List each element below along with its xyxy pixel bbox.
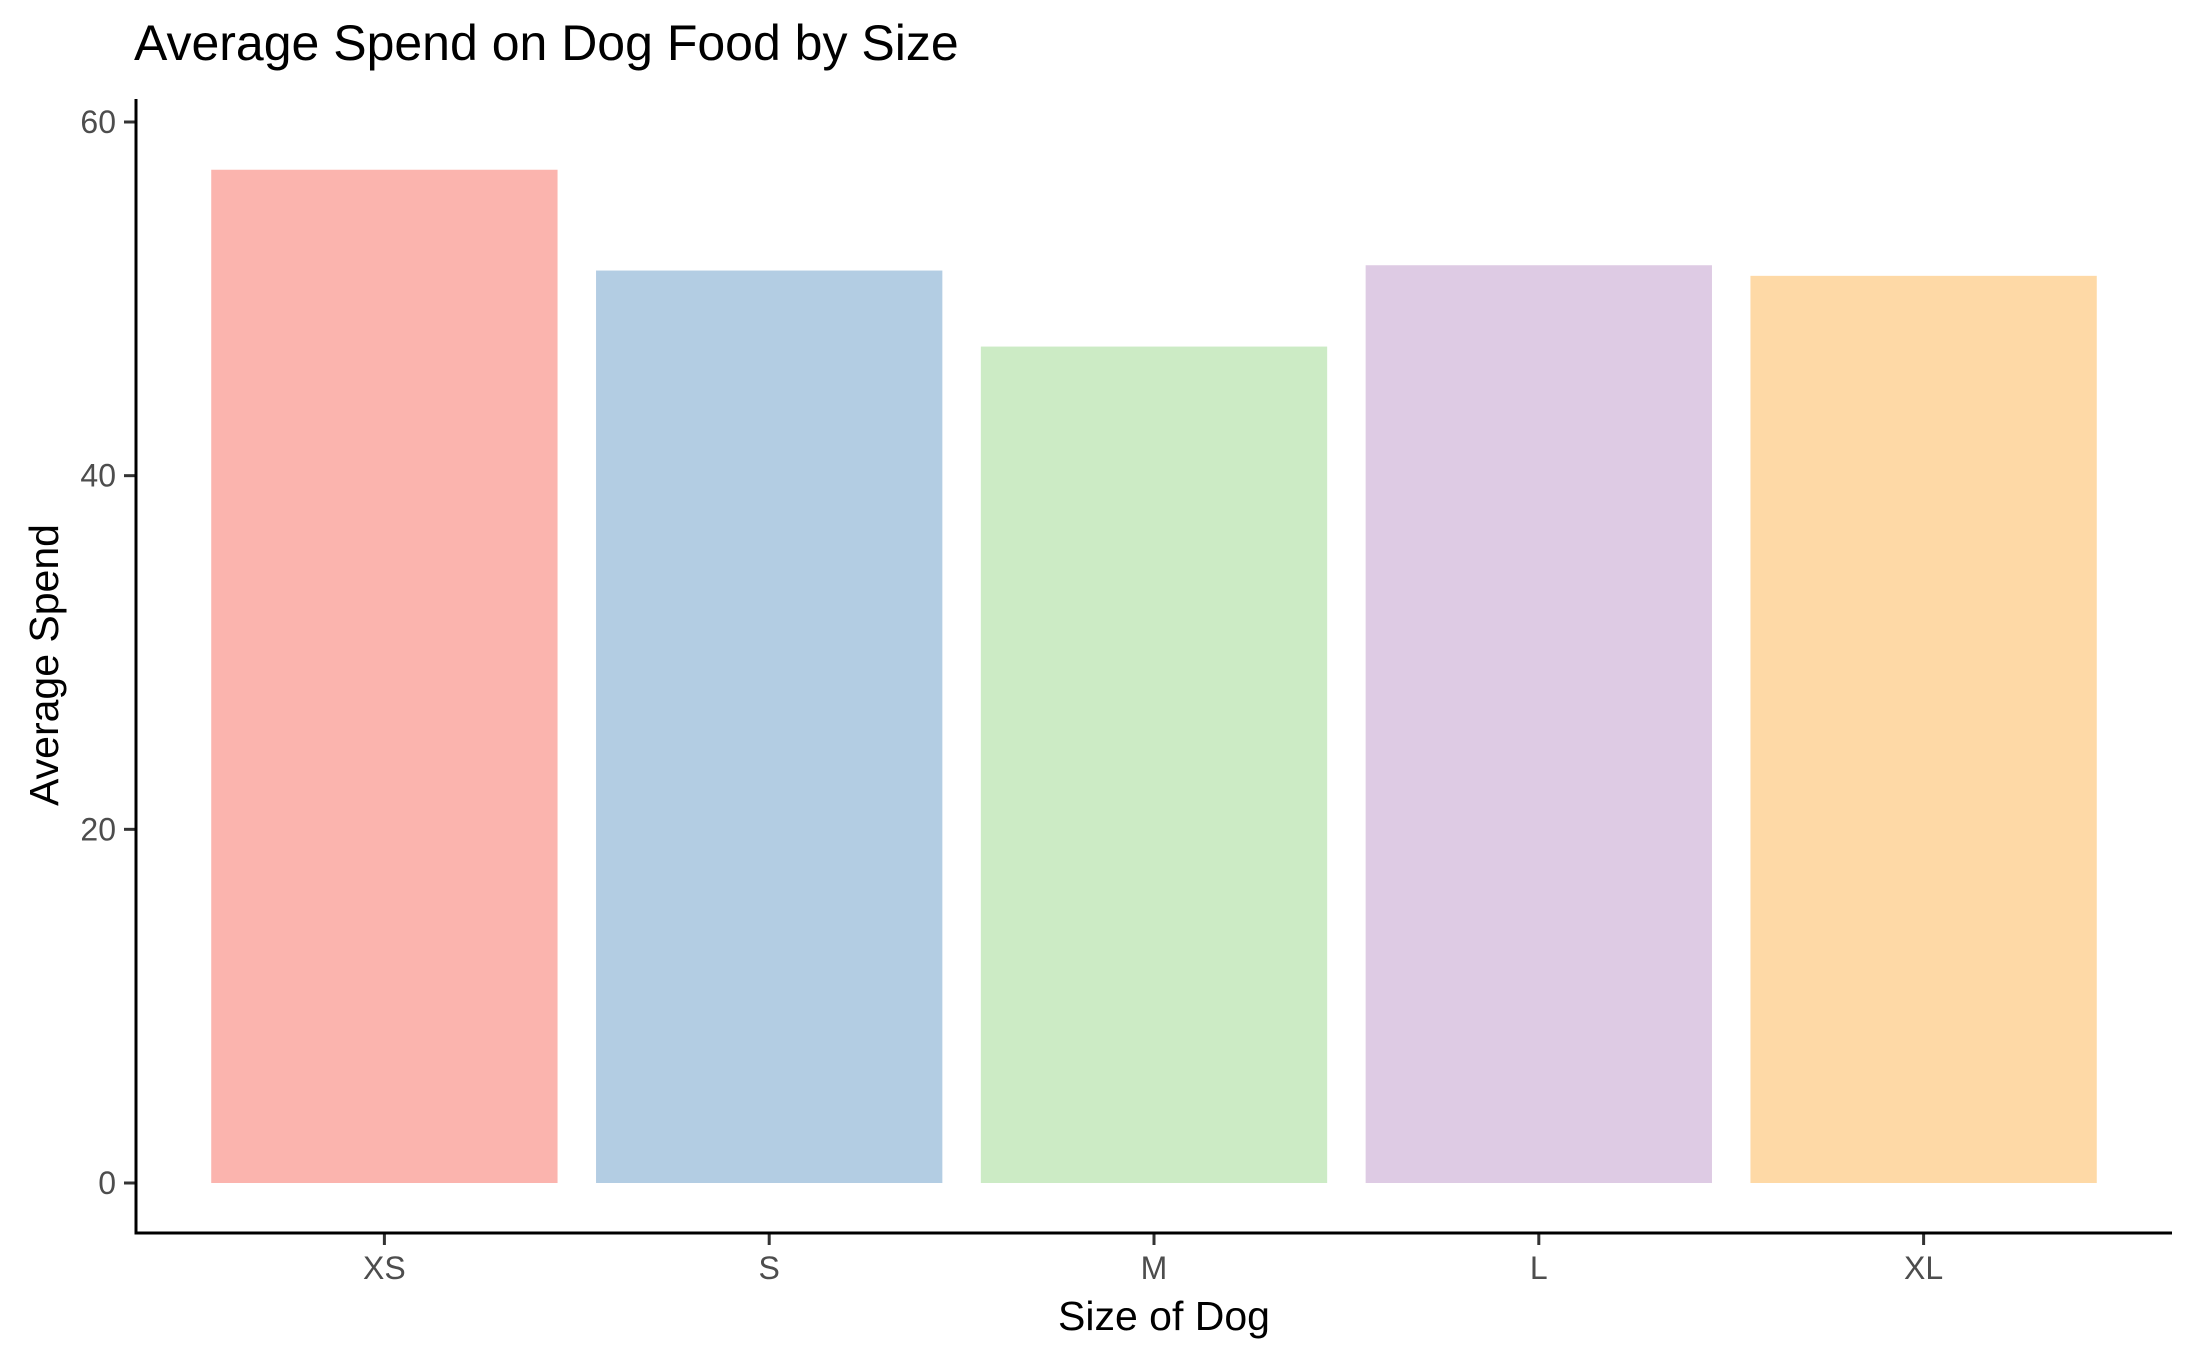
x-tick-label: XL <box>1904 1250 1943 1286</box>
y-tick-label: 20 <box>80 811 116 847</box>
y-axis-title: Average Spend <box>21 524 67 806</box>
bar-m <box>980 346 1328 1183</box>
x-axis-ticks: XS S M L XL <box>363 1233 1943 1286</box>
x-tick-label: L <box>1530 1250 1548 1286</box>
bar-xs <box>211 169 558 1183</box>
x-tick-label: M <box>1141 1250 1168 1286</box>
bar-s <box>596 270 943 1183</box>
bar-xl <box>1750 275 2097 1184</box>
y-tick-label: 60 <box>80 104 116 140</box>
x-tick-label: XS <box>363 1250 406 1286</box>
y-tick-label: 40 <box>80 458 116 494</box>
chart-title: Average Spend on Dog Food by Size <box>134 15 959 71</box>
y-axis-ticks: 0 20 40 60 <box>80 104 136 1201</box>
x-axis-title: Size of Dog <box>1058 1293 1270 1339</box>
axis-lines <box>134 99 2172 1235</box>
bars-group <box>211 169 2097 1184</box>
y-tick-label: 0 <box>98 1165 116 1201</box>
x-tick-label: S <box>759 1250 780 1286</box>
bar-l <box>1365 265 1712 1183</box>
